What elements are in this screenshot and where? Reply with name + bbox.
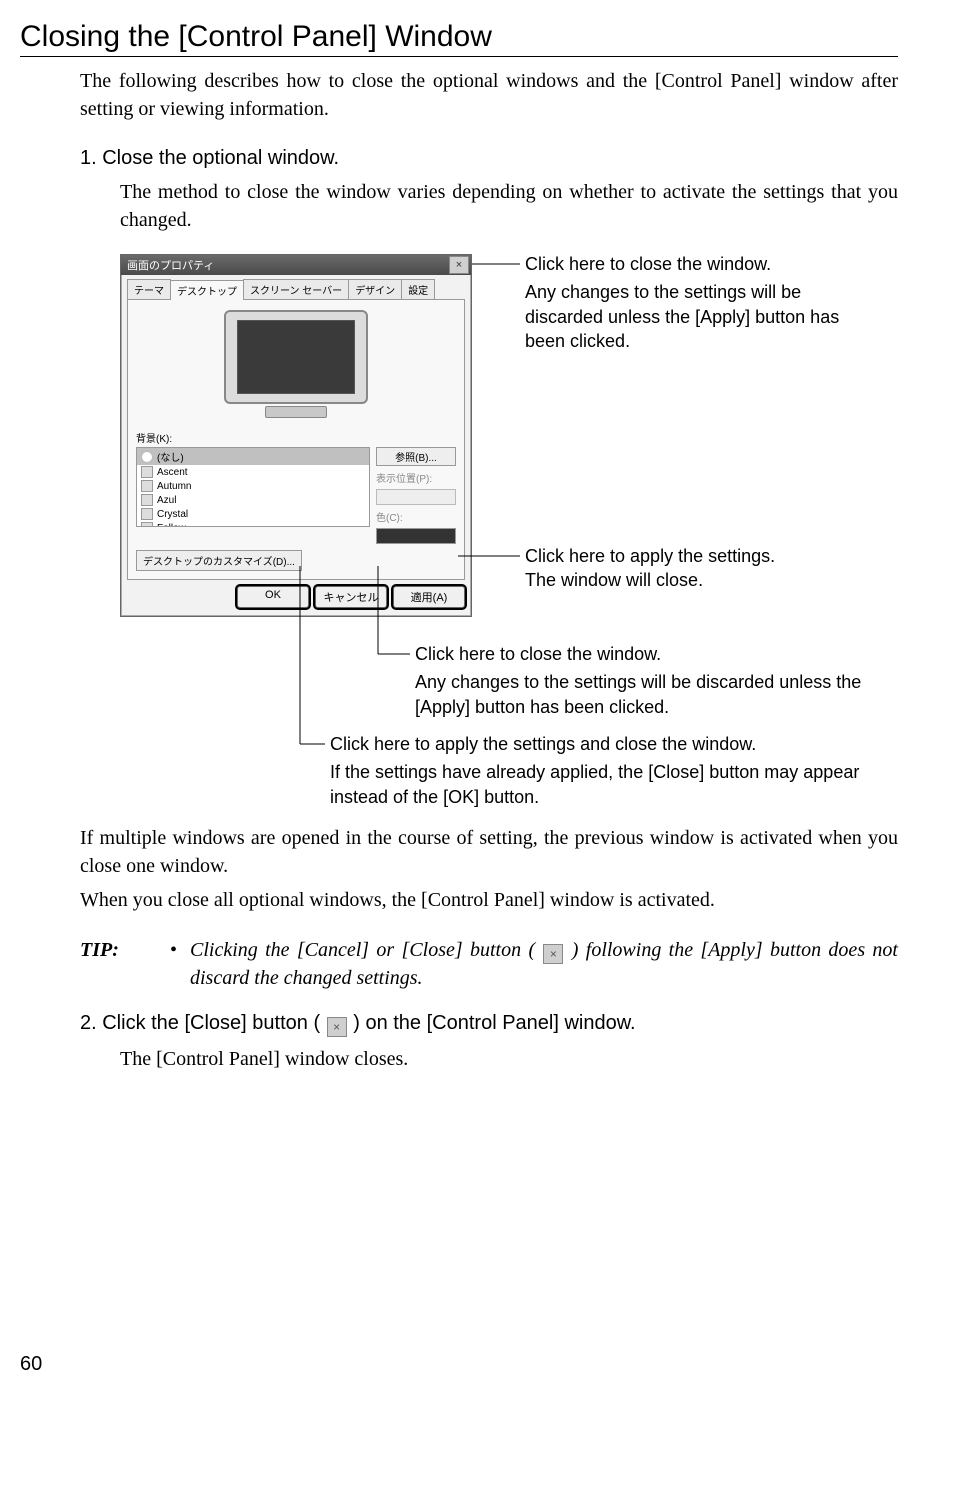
after-figure-p1: If multiple windows are opened in the co… xyxy=(80,824,898,880)
step2-heading: 2. Click the [Close] button ( × ) on the… xyxy=(80,1012,898,1037)
callout-line: The window will close. xyxy=(525,568,865,592)
color-swatch[interactable] xyxy=(376,528,456,544)
after-figure-p2: When you close all optional windows, the… xyxy=(80,886,898,914)
customize-button[interactable]: デスクトップのカスタマイズ(D)... xyxy=(136,550,302,571)
list-item[interactable]: Ascent xyxy=(137,465,369,479)
tab-design[interactable]: デザイン xyxy=(348,279,402,299)
callout-line: Any changes to the settings will be disc… xyxy=(525,280,855,353)
step1-body: The method to close the window varies de… xyxy=(120,178,898,234)
tip-label: TIP: xyxy=(80,936,170,992)
apply-button[interactable]: 適用(A) xyxy=(393,586,465,608)
dialog-title: 画面のプロパティ xyxy=(127,257,214,273)
callout-apply: Click here to apply the settings. The wi… xyxy=(525,544,865,593)
thumb-icon xyxy=(141,480,153,492)
dialog-tabs: テーマ デスクトップ スクリーン セーバー デザイン 設定 xyxy=(121,275,471,299)
none-icon xyxy=(141,451,153,463)
list-item-label: Follow xyxy=(157,523,186,528)
page-number: 60 xyxy=(20,1353,898,1376)
position-select[interactable] xyxy=(376,489,456,505)
thumb-icon xyxy=(141,494,153,506)
callout-line: Click here to apply the settings. xyxy=(525,544,865,568)
list-item-label: Crystal xyxy=(157,509,188,520)
ok-button[interactable]: OK xyxy=(237,586,309,608)
callout-line: Any changes to the settings will be disc… xyxy=(415,670,875,719)
cancel-button[interactable]: キャンセル xyxy=(315,586,387,608)
properties-dialog: 画面のプロパティ × テーマ デスクトップ スクリーン セーバー デザイン 設定 xyxy=(120,254,472,617)
monitor-preview xyxy=(136,310,456,420)
list-item[interactable]: Autumn xyxy=(137,479,369,493)
callout-cancel: Click here to close the window. Any chan… xyxy=(415,642,875,719)
tip-block: TIP: • Clicking the [Cancel] or [Close] … xyxy=(80,936,898,992)
step2-body: The [Control Panel] window closes. xyxy=(120,1045,898,1073)
tip-text: Clicking the [Cancel] or [Close] button … xyxy=(190,936,898,992)
tab-settings[interactable]: 設定 xyxy=(401,279,435,299)
list-item-label: (なし) xyxy=(157,449,184,464)
list-item-label: Ascent xyxy=(157,467,188,478)
callout-close-x: Click here to close the window. Any chan… xyxy=(525,252,855,353)
list-item[interactable]: Azul xyxy=(137,493,369,507)
browse-button[interactable]: 参照(B)... xyxy=(376,447,456,466)
tip-bullet: • xyxy=(170,936,190,992)
thumb-icon xyxy=(141,522,153,527)
list-item[interactable]: Follow xyxy=(137,521,369,527)
intro-paragraph: The following describes how to close the… xyxy=(80,67,898,123)
dialog-titlebar: 画面のプロパティ × xyxy=(121,255,471,275)
close-icon: × xyxy=(543,944,563,964)
tab-desktop[interactable]: デスクトップ xyxy=(170,280,244,300)
dialog-button-row: OK キャンセル 適用(A) xyxy=(121,586,471,616)
color-label: 色(C): xyxy=(376,509,456,524)
position-label: 表示位置(P): xyxy=(376,470,456,485)
callout-line: Click here to close the window. xyxy=(525,252,855,276)
list-item-label: Azul xyxy=(157,495,176,506)
callout-ok: Click here to apply the settings and clo… xyxy=(330,732,870,809)
list-item[interactable]: (なし) xyxy=(137,448,369,465)
list-item[interactable]: Crystal xyxy=(137,507,369,521)
list-item-label: Autumn xyxy=(157,481,191,492)
step2-head-before: 2. Click the [Close] button ( xyxy=(80,1012,326,1034)
callout-line: If the settings have already applied, th… xyxy=(330,760,870,809)
tab-screensaver[interactable]: スクリーン セーバー xyxy=(243,279,349,299)
tip-text-before: Clicking the [Cancel] or [Close] button … xyxy=(190,939,542,961)
close-icon[interactable]: × xyxy=(449,256,469,274)
tab-theme[interactable]: テーマ xyxy=(127,279,171,299)
thumb-icon xyxy=(141,508,153,520)
step1-heading: 1. Close the optional window. xyxy=(80,147,898,170)
thumb-icon xyxy=(141,466,153,478)
callout-line: Click here to close the window. xyxy=(415,642,875,666)
page-title: Closing the [Control Panel] Window xyxy=(20,20,898,57)
close-icon: × xyxy=(327,1017,347,1037)
callout-line: Click here to apply the settings and clo… xyxy=(330,732,870,756)
dialog-body: 背景(K): (なし) Ascent Autumn Azul Crystal F… xyxy=(127,299,465,580)
step2-head-after: ) on the [Control Panel] window. xyxy=(348,1012,636,1034)
background-list[interactable]: (なし) Ascent Autumn Azul Crystal Follow xyxy=(136,447,370,527)
figure-area: 画面のプロパティ × テーマ デスクトップ スクリーン セーバー デザイン 設定 xyxy=(120,254,898,814)
background-label: 背景(K): xyxy=(136,430,456,445)
